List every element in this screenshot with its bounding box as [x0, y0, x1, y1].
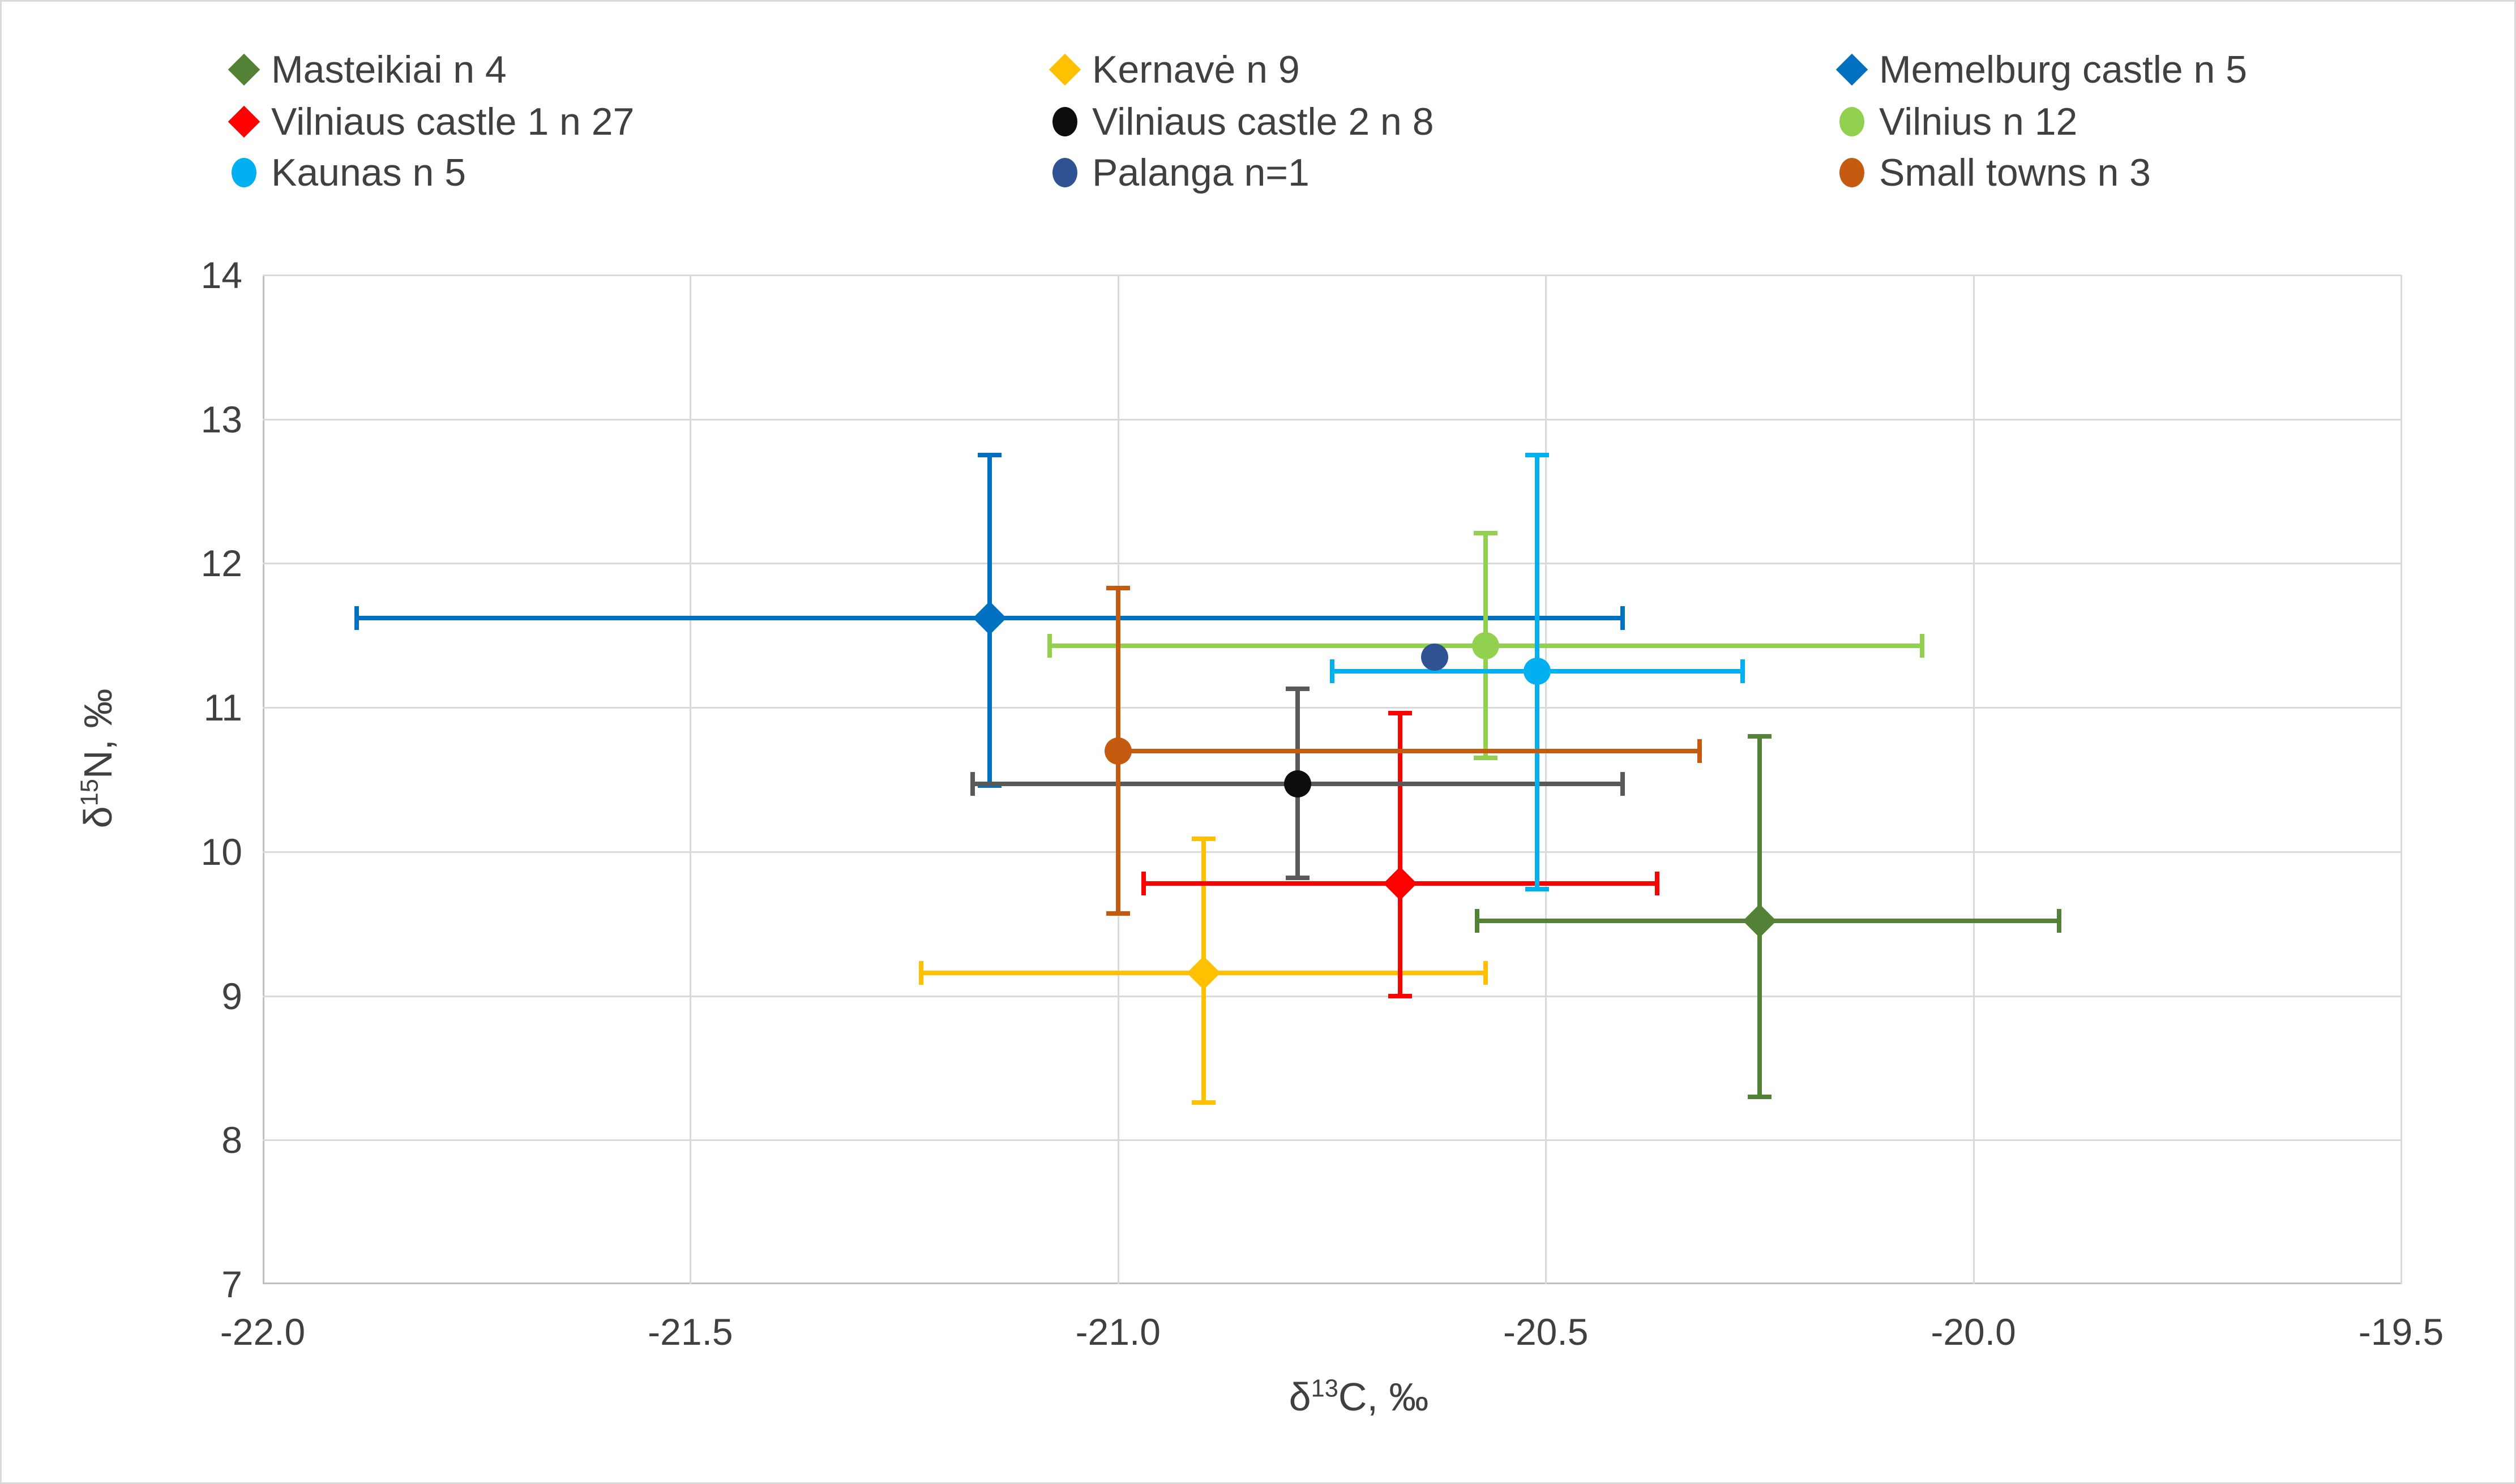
y-error-bar-cap: [1747, 1094, 1772, 1099]
y-error-bar-cap: [1388, 711, 1413, 716]
x-tick-label: -21.5: [648, 1311, 733, 1353]
y-error-bar-cap: [1747, 734, 1772, 739]
legend-label: Vilniaus castle 1 n 27: [271, 100, 635, 143]
data-point: [1104, 737, 1132, 765]
x-error-bar-cap: [919, 960, 924, 985]
data-point: [1284, 770, 1312, 798]
y-error-bar-cap: [1525, 453, 1550, 458]
x-tick-label: -19.5: [2358, 1311, 2444, 1353]
x-error-bar-cap: [1475, 909, 1480, 933]
horizontal-gridline: [263, 275, 2401, 276]
legend-diamond-marker-icon: [228, 105, 260, 138]
vertical-gridline: [1972, 275, 1975, 1284]
y-error-bar-cap: [1191, 1100, 1216, 1105]
x-error-bar-cap: [354, 606, 360, 631]
legend-label: Vilniaus castle 2 n 8: [1092, 100, 1434, 143]
legend-item: Palanga n=1: [1049, 151, 1310, 194]
y-error-bar: [1398, 713, 1403, 996]
y-error-bar-cap: [1525, 887, 1550, 892]
x-tick-label: -20.5: [1503, 1311, 1589, 1353]
legend-circle-marker-icon: [1839, 107, 1864, 136]
x-error-bar-cap: [1047, 633, 1052, 658]
x-axis-title: δ13C, ‰: [1289, 1375, 1429, 1419]
x-error-bar-cap: [1697, 739, 1702, 763]
x-tick-label: -22.0: [220, 1311, 306, 1353]
legend-label: Masteikiai n 4: [271, 48, 507, 91]
plot-area: [263, 275, 2401, 1284]
y-tick-label: 7: [221, 1263, 242, 1305]
legend-label: Vilnius n 12: [1879, 100, 2078, 143]
x-error-bar-cap: [1919, 633, 1924, 658]
horizontal-gridline: [263, 563, 2401, 565]
data-point: [1524, 658, 1551, 685]
vertical-gridline: [2401, 275, 2402, 1284]
legend-item: Vilniaus castle 2 n 8: [1049, 100, 1434, 143]
legend-item: Vilnius n 12: [1836, 100, 2078, 143]
legend-item: Vilniaus castle 1 n 27: [228, 100, 635, 143]
legend-circle-marker-icon: [1052, 158, 1077, 187]
legend-label: Kernavė n 9: [1092, 48, 1300, 91]
x-error-bar-cap: [1654, 871, 1659, 895]
horizontal-gridline: [263, 851, 2401, 853]
legend-label: Small towns n 3: [1879, 151, 2151, 194]
x-error-bar-cap: [1620, 606, 1625, 631]
legend-item: Kaunas n 5: [228, 151, 467, 194]
legend-item: Small towns n 3: [1836, 151, 2151, 194]
horizontal-gridline: [263, 995, 2401, 997]
legend-circle-marker-icon: [1052, 107, 1077, 136]
legend-item: Memelburg castle n 5: [1835, 48, 2248, 91]
x-error-bar-cap: [1483, 960, 1488, 985]
y-error-bar-cap: [1286, 875, 1310, 880]
y-axis-title: δ15N, ‰: [76, 688, 120, 829]
legend-diamond-marker-icon: [228, 53, 260, 86]
y-tick-label: 12: [200, 542, 242, 585]
x-error-bar-cap: [1329, 659, 1334, 684]
horizontal-gridline: [263, 418, 2401, 421]
legend-circle-marker-icon: [232, 158, 256, 187]
legend-diamond-marker-icon: [1049, 53, 1081, 86]
x-error-bar: [1118, 748, 1700, 753]
x-error-bar-cap: [970, 772, 975, 796]
vertical-gridline: [1545, 275, 1547, 1284]
y-tick-label: 13: [200, 398, 242, 440]
legend-item: Kernavė n 9: [1049, 48, 1300, 91]
data-point: [1420, 643, 1448, 671]
y-tick-label: 11: [203, 687, 242, 729]
y-error-bar-cap: [1474, 530, 1498, 535]
x-error-bar-cap: [2056, 909, 2061, 933]
horizontal-gridline: [263, 707, 2401, 709]
y-error-bar-cap: [1106, 911, 1130, 916]
legend-label: Memelburg castle n 5: [1879, 48, 2248, 91]
horizontal-gridline: [263, 1139, 2401, 1142]
x-tick-label: -21.0: [1075, 1311, 1161, 1353]
legend-label: Palanga n=1: [1092, 151, 1310, 194]
x-tick-label: -20.0: [1931, 1311, 2016, 1353]
x-error-bar-cap: [1141, 871, 1146, 895]
y-tick-label: 10: [200, 830, 242, 873]
data-point: [1472, 632, 1500, 659]
y-error-bar-cap: [1191, 836, 1216, 841]
legend-label: Kaunas n 5: [271, 151, 467, 194]
y-error-bar-cap: [1388, 993, 1413, 998]
y-tick-label: 14: [200, 254, 242, 296]
y-tick-label: 8: [221, 1119, 242, 1161]
y-error-bar-cap: [978, 453, 1002, 458]
x-error-bar-cap: [1620, 772, 1625, 796]
y-error-bar-cap: [1474, 756, 1498, 761]
vertical-gridline: [690, 275, 692, 1284]
legend-circle-marker-icon: [1839, 158, 1864, 187]
y-tick-label: 9: [221, 975, 242, 1017]
y-error-bar-cap: [1286, 687, 1310, 692]
x-error-bar-cap: [1740, 659, 1745, 684]
y-error-bar-cap: [1106, 585, 1130, 590]
legend-diamond-marker-icon: [1835, 53, 1868, 86]
legend-item: Masteikiai n 4: [228, 48, 507, 91]
